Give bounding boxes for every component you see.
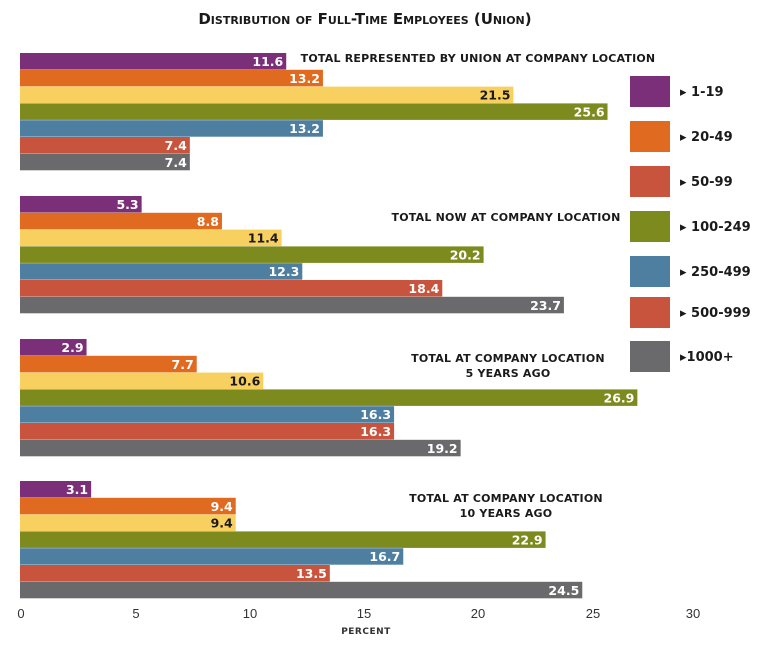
legend-label: ▸ 50-99 <box>680 175 733 190</box>
bar-g3-s4 <box>20 389 638 406</box>
bar-value-label: 25.6 <box>574 104 605 119</box>
bar-g1-s1 <box>20 53 287 70</box>
bar-value-label: 12.3 <box>268 264 299 279</box>
x-tick-label: 15 <box>357 606 371 621</box>
bar-g2-s6 <box>20 280 443 297</box>
bar-g1-s2 <box>20 69 323 87</box>
bar-value-label: 24.5 <box>548 583 579 598</box>
bar-value-label: 8.8 <box>197 214 219 229</box>
group-labels-layer: TOTAL REPRESENTED BY UNION AT COMPANY LO… <box>301 52 656 520</box>
bar-value-label: 9.4 <box>211 516 233 531</box>
bar-g1-s3 <box>20 86 514 104</box>
x-tick-label: 25 <box>586 606 600 621</box>
x-tick-label: 5 <box>132 606 139 621</box>
bar-g3-s5 <box>20 406 395 423</box>
bar-g2-s1 <box>20 196 142 213</box>
bar-value-label: 26.9 <box>604 390 635 405</box>
bar-g3-s1 <box>20 339 87 356</box>
bar-g4-s6 <box>20 565 330 582</box>
bar-g4-s2 <box>20 497 236 515</box>
legend-label: ▸ 500-999 <box>680 306 751 321</box>
bar-g4-s3 <box>20 514 236 532</box>
bar-value-label: 18.4 <box>408 281 439 296</box>
legend-swatch <box>630 297 670 328</box>
x-tick-label: 10 <box>243 606 257 621</box>
legend-swatch <box>630 341 670 372</box>
bar-value-label: 21.5 <box>480 88 511 103</box>
bar-value-label: 16.7 <box>369 549 400 564</box>
group-label: TOTAL NOW AT COMPANY LOCATION <box>392 211 621 224</box>
bar-value-label: 19.2 <box>427 441 458 456</box>
bar-g3-s2 <box>20 355 197 373</box>
bar-g4-s4 <box>20 531 546 548</box>
legend-swatch <box>630 166 670 197</box>
bar-g1-s7 <box>20 153 190 171</box>
bar-value-label: 20.2 <box>450 247 481 262</box>
bar-g4-s1 <box>20 481 92 498</box>
legend-swatch <box>630 121 670 152</box>
x-tick-label: 30 <box>686 606 700 621</box>
bar-value-label: 10.6 <box>229 374 260 389</box>
bar-value-label: 16.3 <box>360 424 391 439</box>
group-label: TOTAL AT COMPANY LOCATION <box>411 352 605 365</box>
group-label: TOTAL REPRESENTED BY UNION AT COMPANY LO… <box>301 52 656 65</box>
bar-value-label: 11.6 <box>252 54 283 69</box>
bar-value-label: 11.4 <box>248 231 279 246</box>
bars-layer: 11.6 13.2 21.5 25.6 13.2 7.4 7.4 5.3 8.8 11.4 20.2… <box>20 53 638 599</box>
bar-value-label: 13.2 <box>289 71 320 86</box>
bar-value-label: 16.3 <box>360 407 391 422</box>
x-tick-label: 0 <box>17 606 24 621</box>
bar-value-label: 22.9 <box>512 532 543 547</box>
legend-swatch <box>630 76 670 107</box>
chart-title: Distribution of Full-Time Employees (Uni… <box>198 10 531 28</box>
bar-value-label: 13.2 <box>289 121 320 136</box>
bar-g2-s7 <box>20 296 564 314</box>
group-label: 10 YEARS AGO <box>460 507 553 520</box>
x-tick-label: 20 <box>471 606 485 621</box>
bar-g4-s7 <box>20 581 583 599</box>
bar-value-label: 7.4 <box>165 138 187 153</box>
group-label: 5 YEARS AGO <box>466 367 551 380</box>
bar-g2-s3 <box>20 229 282 247</box>
bar-value-label: 2.9 <box>61 340 83 355</box>
legend-label: ▸ 1-19 <box>680 85 724 100</box>
bar-g2-s5 <box>20 263 303 280</box>
legend-swatch <box>630 256 670 287</box>
bar-g1-s4 <box>20 103 608 120</box>
bar-value-label: 7.7 <box>172 357 194 372</box>
bar-g1-s5 <box>20 120 323 137</box>
bar-g3-s3 <box>20 372 264 390</box>
bar-value-label: 5.3 <box>116 197 138 212</box>
bar-value-label: 3.1 <box>66 482 88 497</box>
bar-value-label: 13.5 <box>296 566 327 581</box>
bar-g3-s6 <box>20 423 395 440</box>
legend: ▸ 1-19 ▸ 20-49 ▸ 50-99 ▸ 100-249 ▸ 250-499 ▸ … <box>630 76 751 372</box>
bar-value-label: 7.4 <box>165 155 187 170</box>
bar-value-label: 23.7 <box>530 298 561 313</box>
legend-label: ▸ 20-49 <box>680 130 733 145</box>
legend-swatch <box>630 211 670 242</box>
legend-label: ▸ 250-499 <box>680 265 751 280</box>
bar-g2-s4 <box>20 246 484 263</box>
bar-g1-s6 <box>20 137 190 154</box>
bar-g4-s5 <box>20 548 404 565</box>
bar-g2-s2 <box>20 212 222 230</box>
group-label: TOTAL AT COMPANY LOCATION <box>409 492 603 505</box>
x-axis: 0 5 10 15 20 25 30 <box>17 606 700 621</box>
bar-g3-s7 <box>20 439 461 457</box>
x-axis-label: PERCENT <box>341 627 391 637</box>
bar-value-label: 9.4 <box>211 499 233 514</box>
legend-label: ▸ 100-249 <box>680 220 751 235</box>
legend-label: ▸1000+ <box>680 350 734 365</box>
